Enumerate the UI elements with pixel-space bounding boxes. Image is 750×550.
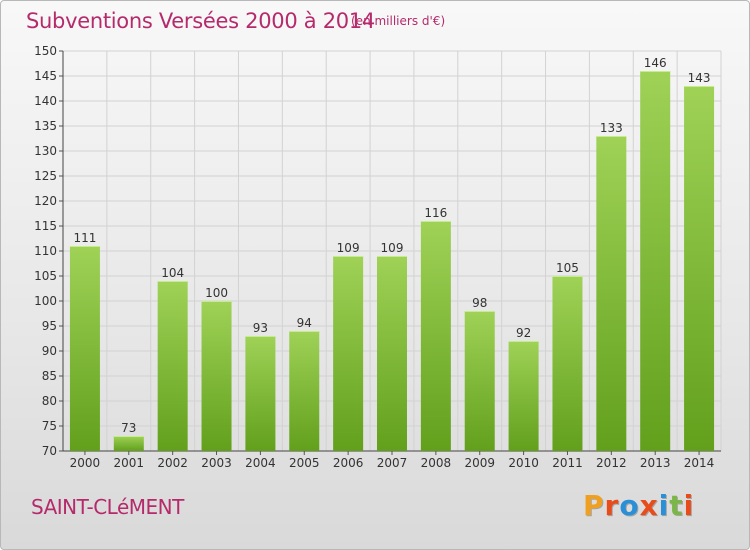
bar-2014 (684, 86, 715, 451)
x-tick-label-2004: 2004 (245, 456, 276, 470)
value-label-2001: 73 (121, 421, 136, 435)
x-tick-label-2009: 2009 (464, 456, 495, 470)
x-tick-label-2010: 2010 (508, 456, 539, 470)
x-tick-label-2008: 2008 (421, 456, 452, 470)
value-label-2005: 94 (297, 316, 312, 330)
logo-letter: P (583, 489, 605, 522)
y-tick-label: 140 (34, 94, 57, 108)
x-tick-label-2014: 2014 (684, 456, 715, 470)
y-tick-label: 100 (34, 294, 57, 308)
logo-letter: o (619, 489, 640, 522)
value-label-2012: 133 (600, 121, 623, 135)
commune-name: SAINT-CLéMENT (31, 495, 184, 519)
logo-letter: x (639, 489, 659, 522)
value-label-2014: 143 (688, 71, 711, 85)
x-tick-label-2006: 2006 (333, 456, 364, 470)
x-tick-label-2000: 2000 (70, 456, 101, 470)
bar-2006 (333, 256, 364, 451)
value-label-2007: 109 (381, 241, 404, 255)
y-tick-label: 95 (42, 319, 57, 333)
bar-2010 (508, 341, 539, 451)
value-label-2004: 93 (253, 321, 268, 335)
bar-2005 (289, 331, 320, 451)
y-tick-label: 115 (34, 219, 57, 233)
y-tick-label: 130 (34, 144, 57, 158)
logo-letter: t (669, 489, 684, 522)
bar-2009 (464, 311, 495, 451)
value-label-2002: 104 (161, 266, 184, 280)
bar-2008 (420, 221, 451, 451)
bar-2004 (245, 336, 276, 451)
x-tick-label-2002: 2002 (157, 456, 188, 470)
value-label-2010: 92 (516, 326, 531, 340)
value-label-2003: 100 (205, 286, 228, 300)
y-tick-label: 110 (34, 244, 57, 258)
y-tick-label: 150 (34, 44, 57, 58)
x-tick-label-2007: 2007 (377, 456, 408, 470)
x-tick-label-2013: 2013 (640, 456, 671, 470)
value-label-2013: 146 (644, 56, 667, 70)
logo-letter: r (604, 489, 620, 522)
logo-letter: i (683, 489, 695, 522)
value-label-2000: 111 (73, 231, 96, 245)
labels: 70 75 80 85 90 95 100 105 110 115 120 125 130 135 140 1… (34, 44, 714, 470)
bars (69, 71, 715, 451)
chart-title: Subventions Versées 2000 à 2014 (26, 9, 375, 33)
y-tick-label: 105 (34, 269, 57, 283)
y-tick-label: 70 (42, 444, 57, 458)
y-tick-label: 135 (34, 119, 57, 133)
y-tick-label: 85 (42, 369, 57, 383)
value-label-2008: 116 (424, 206, 447, 220)
x-tick-label-2005: 2005 (289, 456, 320, 470)
proxiti-logo[interactable]: Proxiti (583, 489, 694, 522)
y-tick-label: 80 (42, 394, 57, 408)
y-tick-label: 120 (34, 194, 57, 208)
y-tick-label: 75 (42, 419, 57, 433)
bar-2001 (113, 436, 144, 451)
x-tick-label-2001: 2001 (114, 456, 145, 470)
bar-2000 (69, 246, 100, 451)
y-tick-label: 145 (34, 69, 57, 83)
bar-2002 (157, 281, 188, 451)
x-tick-label-2011: 2011 (552, 456, 583, 470)
x-tick-label-2012: 2012 (596, 456, 627, 470)
bar-2003 (201, 301, 232, 451)
bar-2013 (640, 71, 671, 451)
logo-letter: i (658, 489, 670, 522)
value-label-2009: 98 (472, 296, 487, 310)
y-tick-label: 90 (42, 344, 57, 358)
x-tick-label-2003: 2003 (201, 456, 232, 470)
bar-2011 (552, 276, 583, 451)
value-label-2006: 109 (337, 241, 360, 255)
bar-2007 (377, 256, 407, 451)
y-tick-label: 125 (34, 169, 57, 183)
chart-subtitle: (en milliers d'€) (351, 14, 446, 28)
bar-2012 (596, 136, 627, 451)
value-label-2011: 105 (556, 261, 579, 275)
